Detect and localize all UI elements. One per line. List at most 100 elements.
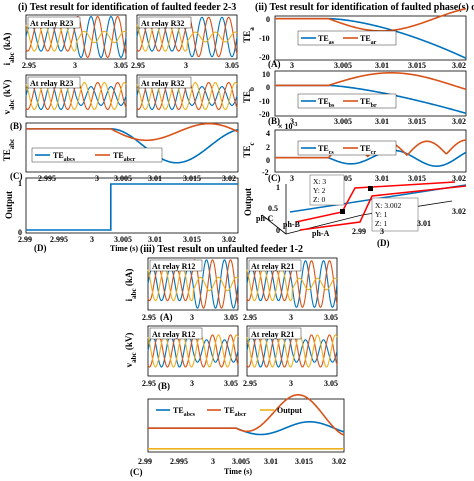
ii-output-ylabel: Output [243,188,253,216]
ii-te-b-ytick-1: 0 [266,83,270,92]
ii-output-datatip-1[interactable] [309,174,345,206]
ii-te-b-ylabel: TEb [242,87,256,103]
i-output-tick-1: 2.995 [50,235,68,244]
iii-voltage-left-tick-1: 3 [190,379,194,388]
iii-te-tick-3: 3.005 [232,457,250,466]
ii-te-c-legend-cs: TEcs [318,144,334,156]
ii-te-a-legend-ar: TEar [360,34,377,46]
i-current-ylabel: iabc (kA) [2,33,16,66]
i-te-tick-1: 2.995 [38,174,56,183]
i-current-row: iabc (kA) At relay R23 2.95 3 3.05 At re… [2,14,239,70]
ii-output-datatip-1-z: Z: 0 [313,195,326,204]
ii-te-a-tick-1: 3.005 [334,61,352,70]
phase-a-wave [246,334,338,368]
ii-output-datatip-2-y: Y: 1 [375,210,388,219]
iii-current-tag: (A) [160,312,173,322]
section-title-ii: (ii) Test result for identification of f… [255,2,474,13]
i-te-row: TEabc TEabcs TEabcr (C) 2.995 3 3.005 3.… [2,122,239,183]
iii-voltage-left-tick-2: 3.05 [224,379,238,388]
iii-voltage-right-tick-1: 3 [289,379,293,388]
iii-voltage-left-waves [147,334,239,368]
i-current-left-tick-0: 2.95 [22,61,36,70]
ii-te-a-tag: (A) [268,59,281,69]
iii-current-left-tick-0: 2.95 [142,313,156,322]
iii-te-tick-4: 3.01 [264,457,278,466]
ii-te-a-tick-2: 3.01 [375,61,389,70]
iii-current-right-tick-0: 2.95 [243,313,257,322]
ii-te-b-tick-1: 3.005 [334,117,352,126]
ii-output-axis-ph-a: ph-A [312,229,330,238]
i-output-row: Output 1 0 2.99 2.995 3 3.005 3.01 3.015… [4,177,239,253]
iii-current-left-tick-1: 3 [190,313,194,322]
i-te-legend-abcr: TEabcr [113,151,136,163]
iii-current-ylabel: iabc (kA) [124,269,138,302]
ii-output-datatip-2[interactable] [371,197,419,232]
i-output-tick-4: 3.01 [148,235,162,244]
i-voltage-ylabel: vabc (kV) [2,80,16,115]
iii-te-axes [147,398,345,453]
ii-te-b-tick-4: 3.02 [452,117,466,126]
iii-te-xlabel: Time (s) [224,467,252,476]
i-te-tick-2: 3 [95,174,99,183]
iii-current-left-label: At relay R12 [152,262,195,271]
ii-te-b-tick-2: 3.01 [375,117,389,126]
ii-te-c-ytick-3: -2 [262,168,269,177]
ii-te-a-axes [274,15,467,61]
iii-voltage-tag: (B) [158,381,170,391]
svg-text:iabc (kA): iabc (kA) [2,33,16,66]
ii-output-tick-3: 3.02 [452,207,466,216]
phase-a-wave [147,334,239,368]
ii-te-c-axes [274,129,467,173]
ii-te-a-ytick-1: -10 [259,34,270,43]
phase-a-wave [25,15,127,59]
ii-te-c-tag: (C) [268,173,281,183]
ii-output-datatip-2-z: Z: 1 [375,219,388,228]
iii-te-legend-abcr: TEabcr [224,406,247,418]
ii-output-datatip-marker-2[interactable] [368,186,373,191]
iii-te-tag: (C) [130,467,143,477]
i-output-axes [25,177,239,234]
iii-voltage-row: vabc (kV) At relay R12 At relay R21 (B) … [124,325,338,391]
phase-a-wave [136,81,238,111]
ii-te-c-tick-4: 3.02 [452,174,466,183]
i-output-tag: (D) [34,243,47,253]
iii-voltage-left-label: At relay R12 [152,330,195,339]
ii-te-c: TEc × 10-3 TEcs TEcr 4 2 0 -2 (C) 3 3.00… [242,122,467,183]
i-current-right-tick-0: 2.95 [131,61,145,70]
i-te-tick-5: 3.015 [183,174,201,183]
iii-voltage-right-waves [246,334,338,368]
svg-text:vabc (kV): vabc (kV) [2,80,16,115]
ii-output-datatip-marker-1[interactable] [340,209,345,214]
iii-te-series-abcr [148,394,345,436]
iii-current-right-label: At relay R21 [251,262,294,271]
iii-current-right-tick-1: 3 [289,313,293,322]
ii-output-datatip-1-x: X: 3 [313,177,326,186]
i-voltage-row: vabc (kV) At relay R23 At relay R32 (B) [2,74,238,131]
ii-te-b-ytick-0: 10 [262,70,270,79]
i-output-ytick-1: 1 [18,179,22,188]
i-output-ytick-0: 0 [18,228,22,237]
ii-te-c-exponent: × 10-3 [278,122,298,131]
iii-voltage-right-tick-0: 2.95 [243,379,257,388]
ii-te-c-ytick-1: 2 [266,143,270,152]
iii-voltage-left-tick-0: 2.95 [142,379,156,388]
ii-output-ytick-1: 0.5 [268,204,278,213]
iii-te-tick-0: 2.99 [138,457,152,466]
iii-te-tick-5: 3.015 [295,457,313,466]
ii-output-tag: (D) [377,238,390,248]
ii-te-c-legend-cr: TEcr [360,144,376,156]
i-te-series-abcr [26,122,239,142]
i-output-tick-5: 3.015 [183,235,201,244]
i-te-tick-3: 3.005 [114,174,132,183]
ii-te-b-tag: (B) [268,116,280,126]
ii-te-a-tick-4: 3.02 [452,61,466,70]
iii-current-left-tick-2: 3.05 [224,313,238,322]
i-output-tick-6: 3.02 [222,235,236,244]
i-output-tick-0: 2.99 [18,235,32,244]
iii-current-right-tick-2: 3.05 [324,313,338,322]
section-title-i: (i) Test result for identification of fa… [18,2,236,13]
ii-te-b: TEb TEbs TEbr 10 0 -10 -20 (B) 3 3.005 3… [242,70,467,126]
i-te-axes [25,122,239,173]
ii-output-datatip-1-y: Y: 2 [313,186,326,195]
ii-te-c-ytick-0: 4 [266,129,270,138]
